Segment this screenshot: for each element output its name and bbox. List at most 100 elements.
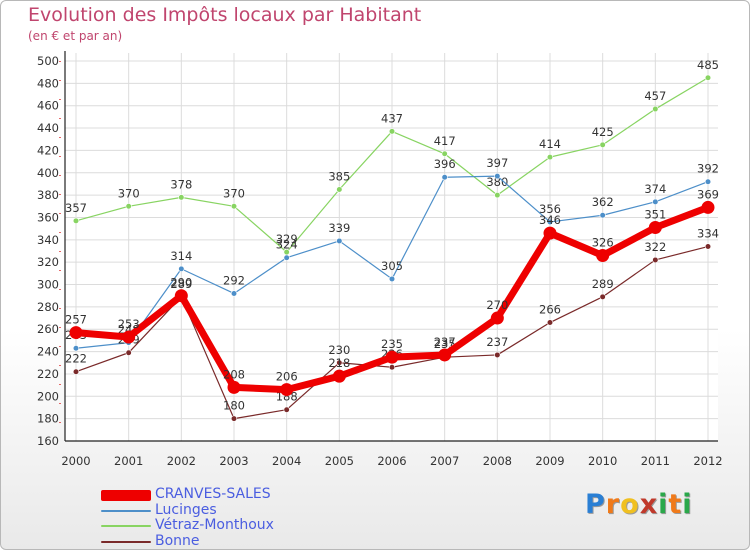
data-label: 385 [328,170,350,184]
data-point [230,290,238,297]
data-label: 356 [539,202,561,216]
data-label: 180 [223,399,245,413]
data-label: 369 [697,187,719,201]
data-label: 437 [381,111,403,125]
y-tick-label: 160 [37,434,59,448]
data-point [122,330,136,344]
data-point [125,349,132,356]
data-label: 305 [381,259,403,273]
data-point [280,383,294,397]
data-label: 357 [65,201,87,215]
data-label: 289 [592,277,614,291]
data-label: 457 [644,89,666,103]
data-point [178,265,185,272]
y-tick-label: 460 [37,99,59,113]
y-tick-label: 400 [37,166,59,180]
data-label: 222 [65,352,87,366]
data-label: 237 [486,335,508,349]
data-label: 257 [65,313,87,327]
logo-letter: o [620,489,640,520]
data-point [227,380,241,394]
logo-letter: x [639,489,659,520]
data-point [336,359,343,366]
y-tick-label: 500 [37,54,59,68]
series-cranves-sales: 257 253 290 208 206 218 235 237 270 346 326 351 369 [65,187,719,397]
data-label: 370 [223,186,245,200]
legend-swatch [101,525,151,527]
data-label: 425 [592,125,614,139]
data-point [388,275,396,283]
data-point [704,243,712,250]
data-label: 208 [223,367,245,381]
x-tick-label: 2007 [430,454,459,468]
data-point [438,348,452,362]
data-point [546,218,554,226]
y-tick-label: 260 [37,322,59,336]
data-point [441,150,448,157]
data-point [546,319,554,326]
data-point [385,350,399,364]
series-v-traz-monthoux: 357 370 378 370 329 385 437 417 380 414 425 457 485 [65,58,719,256]
data-label: 314 [170,249,192,263]
data-point [599,141,606,148]
data-point [652,198,659,205]
y-tick-label: 300 [37,278,59,292]
y-tick-label: 240 [37,345,59,359]
data-point [652,256,659,264]
y-tick-label: 320 [37,255,59,269]
x-tick-label: 2002 [167,454,196,468]
y-tick-label: 340 [37,233,59,247]
x-tick-label: 2010 [588,454,617,468]
data-point [283,406,290,413]
y-tick-label: 220 [37,367,59,381]
y-tick-label: 440 [37,121,59,135]
data-point [72,368,80,375]
x-tick-label: 2006 [377,454,406,468]
data-label: 380 [486,175,508,189]
data-label: 253 [118,317,140,331]
y-tick-label: 280 [37,300,59,314]
logo-letter: r [605,489,621,520]
data-point [283,254,290,261]
data-point [72,345,80,352]
data-point [596,248,610,262]
data-label: 397 [486,156,508,170]
data-point [652,105,659,113]
legend-swatch [101,540,151,543]
data-point [546,154,554,161]
legend-label: Lucinges [155,501,217,518]
proxiti-logo: Proxiti [585,489,693,520]
data-label: 266 [539,303,561,317]
x-tick-label: 2005 [325,454,354,468]
data-label: 417 [434,134,456,148]
data-label: 351 [644,208,666,222]
x-tick-label: 2012 [693,454,722,468]
data-label: 322 [644,240,666,254]
data-label: 370 [118,186,140,200]
data-point [543,226,557,240]
x-tick-label: 2000 [61,454,90,468]
y-tick-label: 360 [37,210,59,224]
data-point [230,203,238,210]
chart-subtitle: (en € et par an) [28,29,123,43]
data-label: 289 [170,277,192,291]
data-label: 230 [328,343,350,357]
data-point [599,293,606,300]
x-tick-label: 2004 [272,454,301,468]
data-label: 237 [434,335,456,349]
data-label: 324 [276,238,298,252]
data-label: 485 [697,58,719,72]
data-label: 396 [434,157,456,171]
y-tick-label: 380 [37,188,59,202]
data-point [388,128,396,135]
data-label: 290 [170,276,192,290]
data-point [230,415,238,422]
data-point [494,173,501,180]
data-point [69,326,83,340]
x-tick-label: 2009 [535,454,564,468]
data-point [178,194,185,201]
data-label: 374 [644,182,666,196]
data-label: 292 [223,273,245,287]
